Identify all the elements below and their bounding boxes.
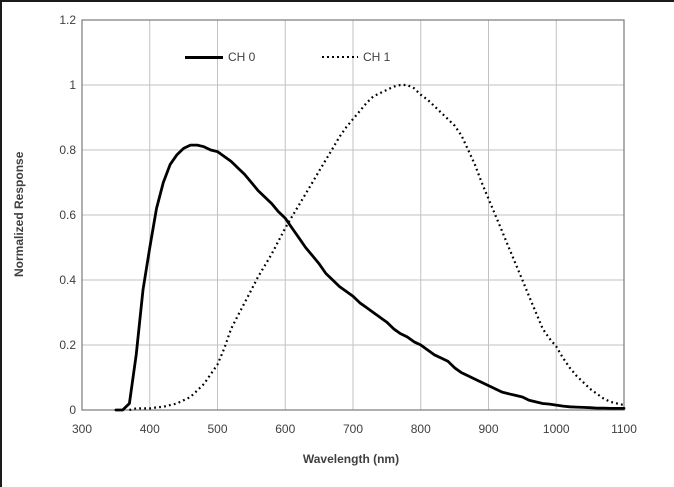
y-tick-label: 0.6 — [59, 208, 76, 222]
x-tick-label: 500 — [207, 422, 227, 436]
x-tick-label: 800 — [411, 422, 431, 436]
legend-label-ch1: CH 1 — [363, 50, 391, 64]
x-tick-label: 700 — [343, 422, 363, 436]
series-curve-ch0 — [114, 143, 626, 412]
y-axis-title: Normalized Response — [12, 151, 26, 277]
y-tick-label: 1 — [69, 78, 76, 92]
legend-item-ch1: CH 1 — [322, 49, 390, 65]
x-tick-label: 1100 — [611, 422, 637, 436]
legend-label-ch0: CH 0 — [228, 50, 256, 64]
y-tick-label: 0.2 — [59, 338, 76, 352]
x-axis-title: Wavelength (nm) — [302, 452, 400, 466]
x-tick-label: 1000 — [543, 422, 570, 436]
y-tick-label: 0 — [69, 403, 76, 417]
ch0-solid-line-swatch — [185, 55, 223, 59]
x-tick-label: 400 — [140, 422, 160, 436]
plot-border — [81, 19, 625, 411]
y-tick-label: 1.2 — [59, 13, 76, 27]
legend-item-ch0: CH 0 — [185, 49, 255, 65]
series-curve-ch1 — [129, 83, 625, 412]
x-tick-label: 900 — [478, 422, 498, 436]
y-tick-label: 0.4 — [59, 273, 76, 287]
ch1-dotted-line-swatch — [322, 56, 358, 58]
x-tick-label: 300 — [72, 422, 92, 436]
y-tick-label: 0.8 — [59, 143, 76, 157]
x-tick-label: 600 — [275, 422, 295, 436]
